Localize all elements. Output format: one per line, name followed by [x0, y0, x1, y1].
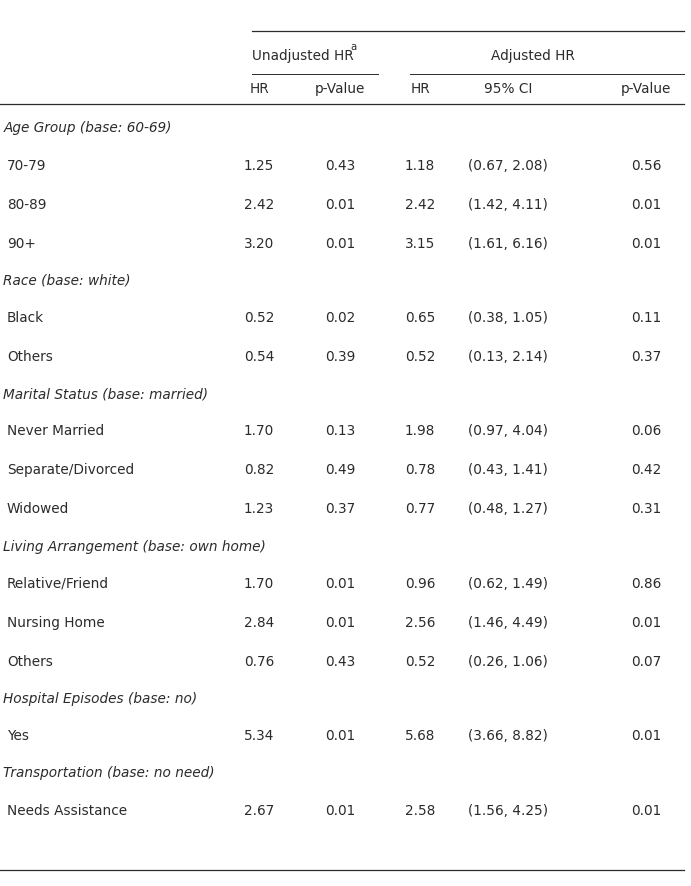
Text: (0.43, 1.41): (0.43, 1.41) — [468, 463, 548, 478]
Text: 2.42: 2.42 — [405, 198, 435, 212]
Text: Living Arrangement (base: own home): Living Arrangement (base: own home) — [3, 540, 266, 554]
Text: (0.97, 4.04): (0.97, 4.04) — [468, 424, 548, 439]
Text: 2.42: 2.42 — [244, 198, 274, 212]
Text: Others: Others — [7, 655, 53, 669]
Text: 95% CI: 95% CI — [484, 82, 532, 96]
Text: 2.84: 2.84 — [244, 616, 274, 630]
Text: (1.46, 4.49): (1.46, 4.49) — [468, 616, 548, 630]
Text: 5.68: 5.68 — [405, 729, 435, 743]
Text: 80-89: 80-89 — [7, 198, 46, 212]
Text: p-Value: p-Value — [621, 82, 671, 96]
Text: 1.98: 1.98 — [405, 424, 435, 439]
Text: 3.15: 3.15 — [405, 237, 435, 251]
Text: (0.62, 1.49): (0.62, 1.49) — [468, 577, 548, 591]
Text: 1.18: 1.18 — [405, 159, 435, 173]
Text: 0.01: 0.01 — [325, 237, 355, 251]
Text: 3.20: 3.20 — [244, 237, 274, 251]
Text: 0.02: 0.02 — [325, 311, 355, 325]
Text: 0.52: 0.52 — [405, 350, 435, 364]
Text: 1.23: 1.23 — [244, 502, 274, 517]
Text: Needs Assistance: Needs Assistance — [7, 804, 127, 818]
Text: 0.39: 0.39 — [325, 350, 355, 364]
Text: 0.52: 0.52 — [244, 311, 274, 325]
Text: 0.01: 0.01 — [325, 804, 355, 818]
Text: 5.34: 5.34 — [244, 729, 274, 743]
Text: (0.67, 2.08): (0.67, 2.08) — [468, 159, 548, 173]
Text: HR: HR — [410, 82, 430, 96]
Text: Age Group (base: 60-69): Age Group (base: 60-69) — [3, 121, 172, 136]
Text: 0.01: 0.01 — [631, 804, 661, 818]
Text: 0.07: 0.07 — [631, 655, 661, 669]
Text: Nursing Home: Nursing Home — [7, 616, 104, 630]
Text: (0.26, 1.06): (0.26, 1.06) — [468, 655, 548, 669]
Text: Marital Status (base: married): Marital Status (base: married) — [3, 387, 209, 401]
Text: 0.96: 0.96 — [405, 577, 435, 591]
Text: HR: HR — [249, 82, 269, 96]
Text: 0.82: 0.82 — [244, 463, 274, 478]
Text: 0.52: 0.52 — [405, 655, 435, 669]
Text: Black: Black — [7, 311, 44, 325]
Text: (0.13, 2.14): (0.13, 2.14) — [468, 350, 548, 364]
Text: Others: Others — [7, 350, 53, 364]
Text: 1.70: 1.70 — [244, 577, 274, 591]
Text: 0.43: 0.43 — [325, 159, 355, 173]
Text: 2.58: 2.58 — [405, 804, 435, 818]
Text: 0.49: 0.49 — [325, 463, 355, 478]
Text: Hospital Episodes (base: no): Hospital Episodes (base: no) — [3, 692, 198, 706]
Text: 0.37: 0.37 — [325, 502, 355, 517]
Text: 70-79: 70-79 — [7, 159, 46, 173]
Text: 0.01: 0.01 — [325, 198, 355, 212]
Text: 0.31: 0.31 — [631, 502, 661, 517]
Text: 0.01: 0.01 — [631, 616, 661, 630]
Text: 2.56: 2.56 — [405, 616, 435, 630]
Text: 0.01: 0.01 — [631, 237, 661, 251]
Text: 0.77: 0.77 — [405, 502, 435, 517]
Text: (0.48, 1.27): (0.48, 1.27) — [468, 502, 548, 517]
Text: Relative/Friend: Relative/Friend — [7, 577, 109, 591]
Text: 0.01: 0.01 — [631, 729, 661, 743]
Text: 0.06: 0.06 — [631, 424, 661, 439]
Text: 0.56: 0.56 — [631, 159, 661, 173]
Text: Yes: Yes — [7, 729, 29, 743]
Text: (1.61, 6.16): (1.61, 6.16) — [468, 237, 548, 251]
Text: 0.54: 0.54 — [244, 350, 274, 364]
Text: Never Married: Never Married — [7, 424, 104, 439]
Text: Adjusted HR: Adjusted HR — [491, 49, 575, 63]
Text: 90+: 90+ — [7, 237, 36, 251]
Text: 0.65: 0.65 — [405, 311, 435, 325]
Text: 0.76: 0.76 — [244, 655, 274, 669]
Text: Race (base: white): Race (base: white) — [3, 274, 131, 288]
Text: 2.67: 2.67 — [244, 804, 274, 818]
Text: Separate/Divorced: Separate/Divorced — [7, 463, 134, 478]
Text: 1.70: 1.70 — [244, 424, 274, 439]
Text: 0.01: 0.01 — [325, 616, 355, 630]
Text: 0.42: 0.42 — [631, 463, 661, 478]
Text: 0.86: 0.86 — [631, 577, 661, 591]
Text: 0.01: 0.01 — [631, 198, 661, 212]
Text: (3.66, 8.82): (3.66, 8.82) — [468, 729, 548, 743]
Text: Unadjusted HR: Unadjusted HR — [252, 49, 354, 63]
Text: 0.01: 0.01 — [325, 729, 355, 743]
Text: Transportation (base: no need): Transportation (base: no need) — [3, 766, 215, 781]
Text: 0.11: 0.11 — [631, 311, 661, 325]
Text: (1.56, 4.25): (1.56, 4.25) — [468, 804, 548, 818]
Text: 0.78: 0.78 — [405, 463, 435, 478]
Text: p-Value: p-Value — [315, 82, 365, 96]
Text: a: a — [350, 42, 357, 52]
Text: 0.01: 0.01 — [325, 577, 355, 591]
Text: 0.43: 0.43 — [325, 655, 355, 669]
Text: 0.37: 0.37 — [631, 350, 661, 364]
Text: (0.38, 1.05): (0.38, 1.05) — [468, 311, 548, 325]
Text: (1.42, 4.11): (1.42, 4.11) — [468, 198, 548, 212]
Text: 1.25: 1.25 — [244, 159, 274, 173]
Text: 0.13: 0.13 — [325, 424, 355, 439]
Text: Widowed: Widowed — [7, 502, 69, 517]
